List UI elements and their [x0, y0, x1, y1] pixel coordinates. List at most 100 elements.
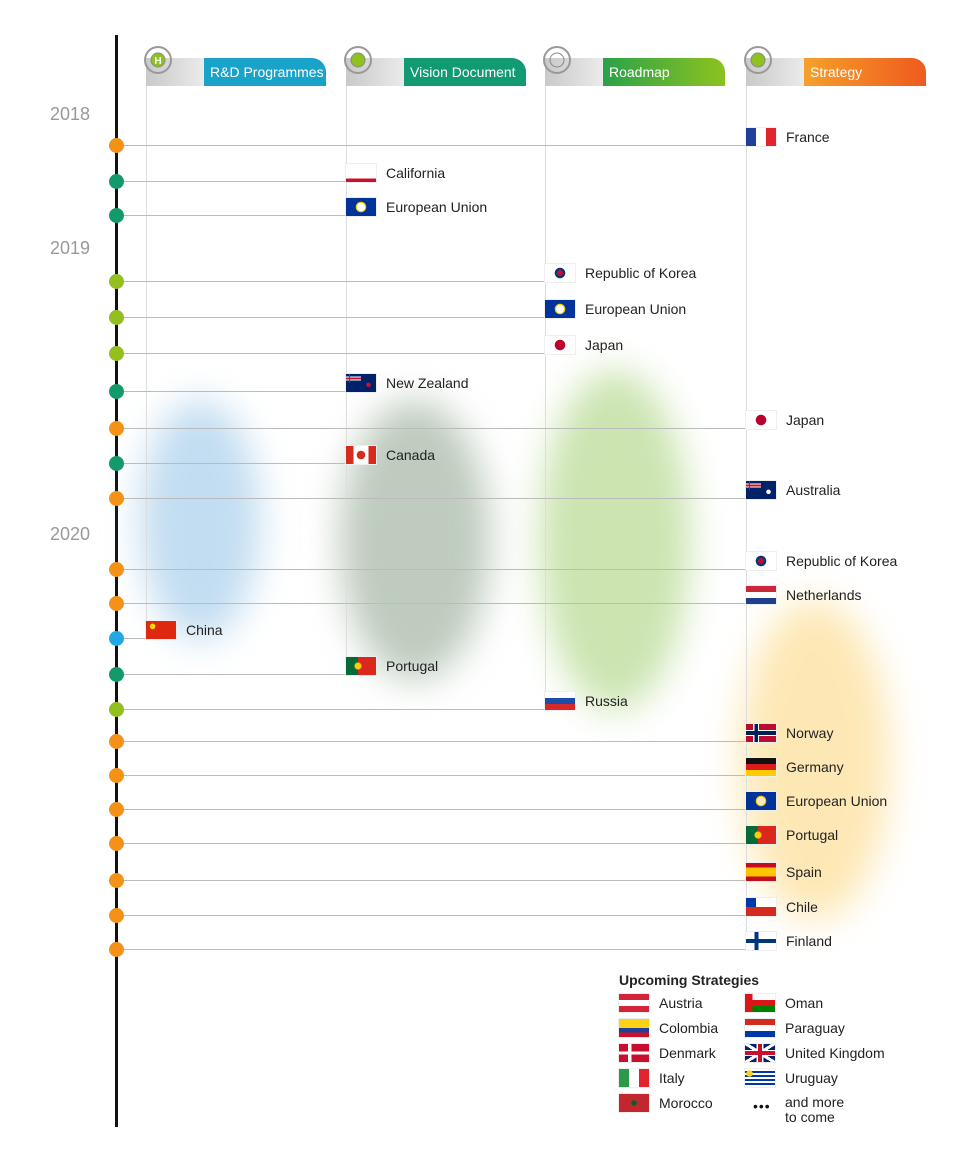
- column-header-label: Strategy: [804, 58, 926, 86]
- legend-title: Upcoming Strategies: [619, 972, 760, 988]
- eye-icon: [344, 46, 372, 74]
- timeline-connector: [118, 428, 746, 429]
- timeline-dot[interactable]: [109, 384, 124, 399]
- timeline-dot[interactable]: [109, 346, 124, 361]
- flag-at-icon: [619, 994, 649, 1012]
- timeline-connector: [118, 674, 346, 675]
- timeline-connector: [118, 949, 746, 950]
- entry-label[interactable]: Norway: [786, 725, 834, 741]
- entry-label[interactable]: Finland: [786, 933, 832, 949]
- roadmap-glow: [540, 370, 690, 710]
- flag-ma-icon: [619, 1094, 649, 1112]
- legend-item-label: Paraguay: [785, 1020, 845, 1036]
- entry-label[interactable]: Spain: [786, 864, 822, 880]
- entry-label[interactable]: European Union: [386, 199, 488, 215]
- timeline-dot[interactable]: [109, 596, 124, 611]
- legend-item-label: Morocco: [659, 1095, 713, 1111]
- flag-eu-icon: [346, 198, 376, 216]
- column-header-label: Roadmap: [603, 58, 725, 86]
- timeline-dot[interactable]: [109, 802, 124, 817]
- entry-label[interactable]: Japan: [585, 337, 624, 353]
- flag-pt-icon: [746, 826, 776, 844]
- legend-item-label: Oman: [785, 995, 824, 1011]
- flag-ca-state-icon: [346, 164, 376, 182]
- timeline-dot[interactable]: [109, 942, 124, 957]
- timeline-dot[interactable]: [109, 456, 124, 471]
- flag-gb-icon: [745, 1044, 775, 1062]
- flag-nl-icon: [746, 586, 776, 604]
- dart-target-icon: [744, 46, 772, 74]
- legend-item-label: Austria: [659, 995, 703, 1011]
- timeline-dot[interactable]: [109, 174, 124, 189]
- entry-label[interactable]: Republic of Korea: [786, 553, 898, 569]
- column-header-rnd: R&D Programmes: [146, 58, 326, 86]
- legend-item-label: Denmark: [659, 1045, 716, 1061]
- flag-jp-icon: [746, 411, 776, 429]
- flag-eu-icon: [746, 792, 776, 810]
- entry-label[interactable]: Germany: [786, 759, 844, 775]
- more-dots-icon: •••: [753, 1098, 771, 1114]
- timeline-dot[interactable]: [109, 768, 124, 783]
- timeline-connector: [118, 638, 146, 639]
- timeline-dot[interactable]: [109, 667, 124, 682]
- timeline-connector: [118, 809, 746, 810]
- timeline-connector: [118, 843, 746, 844]
- timeline-connector: [118, 353, 545, 354]
- flag-no-icon: [746, 724, 776, 742]
- svg-text:H: H: [154, 56, 161, 67]
- legend-item-label: Italy: [659, 1070, 685, 1086]
- upcoming-strategies-legend: Upcoming Strategies Austria Colombia Den…: [619, 972, 919, 1134]
- flag-fi-icon: [746, 932, 776, 950]
- flag-ru-icon: [545, 692, 575, 710]
- timeline-dot[interactable]: [109, 734, 124, 749]
- timeline-dot[interactable]: [109, 908, 124, 923]
- timeline-dot[interactable]: [109, 138, 124, 153]
- flag-jp-icon: [545, 336, 575, 354]
- entry-label[interactable]: California: [386, 165, 446, 181]
- timeline-dot[interactable]: [109, 562, 124, 577]
- entry-label[interactable]: Portugal: [386, 658, 439, 674]
- flag-can-icon: [346, 446, 376, 464]
- timeline-dot[interactable]: [109, 491, 124, 506]
- timeline-dot[interactable]: [109, 208, 124, 223]
- timeline-dot[interactable]: [109, 702, 124, 717]
- entry-label[interactable]: Chile: [786, 899, 818, 915]
- timeline-connector: [118, 569, 746, 570]
- timeline-dot[interactable]: [109, 310, 124, 325]
- timeline-connector: [118, 317, 545, 318]
- timeline-dot[interactable]: [109, 836, 124, 851]
- legend-item-label: United Kingdom: [785, 1045, 885, 1061]
- entry-label[interactable]: European Union: [786, 793, 888, 809]
- entry-label[interactable]: Netherlands: [786, 587, 862, 603]
- flag-fr-icon: [746, 128, 776, 146]
- timeline-dot[interactable]: [109, 421, 124, 436]
- entry-label[interactable]: Canada: [386, 447, 436, 463]
- flag-pt-icon: [346, 657, 376, 675]
- flag-kr-icon: [545, 264, 575, 282]
- legend-item-label: and more to come: [785, 1094, 845, 1125]
- legend-item-label: Uruguay: [785, 1070, 838, 1086]
- timeline-dot[interactable]: [109, 873, 124, 888]
- flag-au-icon: [746, 481, 776, 499]
- entry-label[interactable]: Republic of Korea: [585, 265, 697, 281]
- entry-label[interactable]: Japan: [786, 412, 825, 428]
- entry-label[interactable]: Australia: [786, 482, 841, 498]
- entry-label[interactable]: European Union: [585, 301, 687, 317]
- flag-uy-icon: [745, 1069, 775, 1087]
- entry-label[interactable]: New Zealand: [386, 375, 469, 391]
- flag-cl-icon: [746, 898, 776, 916]
- timeline-dot[interactable]: [109, 631, 124, 646]
- flag-co-icon: [619, 1019, 649, 1037]
- pointer-target-icon: [543, 46, 571, 74]
- flag-it-icon: [619, 1069, 649, 1087]
- timeline-dot[interactable]: [109, 274, 124, 289]
- entry-label[interactable]: China: [186, 622, 223, 638]
- entry-label[interactable]: Russia: [585, 693, 628, 709]
- column-line-rnd: [146, 86, 147, 638]
- flag-py-icon: [745, 1019, 775, 1037]
- entry-label[interactable]: Portugal: [786, 827, 839, 843]
- entry-label[interactable]: France: [786, 129, 830, 145]
- timeline-connector: [118, 463, 346, 464]
- flag-kr-icon: [746, 552, 776, 570]
